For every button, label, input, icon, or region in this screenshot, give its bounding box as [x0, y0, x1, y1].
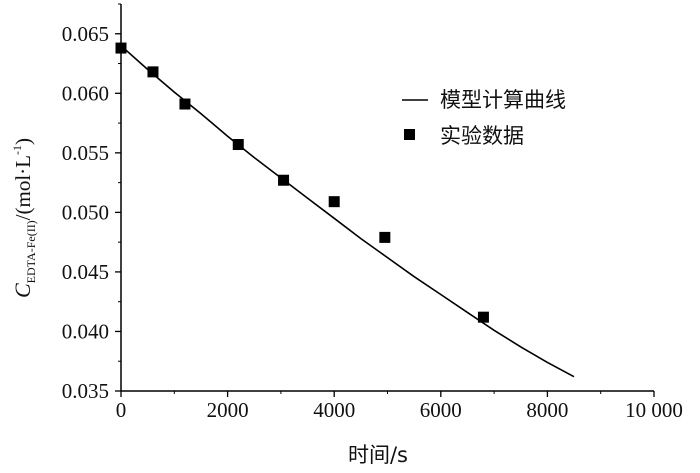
- svg-text:CEDTA-Fe(II)/(mol·L-1): CEDTA-Fe(II)/(mol·L-1): [10, 138, 38, 298]
- experimental-data-point: [379, 231, 391, 243]
- y-axis-symbol: C: [10, 283, 35, 298]
- legend: 模型计算曲线 实验数据: [402, 88, 566, 148]
- experimental-data-point: [179, 98, 191, 110]
- x-tick-label: 8000: [526, 398, 568, 422]
- y-tick-label: 0.050: [62, 200, 109, 224]
- y-tick-label: 0.040: [62, 319, 109, 343]
- x-tick-label: 4000: [313, 398, 355, 422]
- y-axis-unit: /(mol·L: [11, 155, 35, 220]
- x-tick-label: 10 000: [625, 398, 683, 422]
- y-tick-label: 0.055: [62, 141, 109, 165]
- y-axis-subscript: EDTA-Fe(II): [24, 220, 38, 283]
- model-curve-line: [120, 45, 575, 378]
- experimental-data-point: [232, 139, 244, 151]
- x-axis-title: 时间/s: [348, 443, 408, 467]
- x-tick-label: 6000: [420, 398, 462, 422]
- y-tick-label: 0.060: [62, 81, 109, 105]
- legend-marker-swatch: [404, 129, 415, 140]
- y-tick-label: 0.045: [62, 260, 109, 284]
- y-tick-label: 0.035: [62, 379, 109, 403]
- y-axis-title: CEDTA-Fe(II)/(mol·L-1): [10, 138, 38, 298]
- experimental-data-point: [477, 311, 489, 323]
- y-tick-label: 0.065: [62, 22, 109, 46]
- experimental-data-point: [278, 174, 290, 186]
- experimental-data-point: [115, 42, 127, 54]
- axes: [120, 4, 654, 392]
- legend-label-experiment: 实验数据: [440, 124, 524, 148]
- legend-label-model: 模型计算曲线: [440, 88, 566, 112]
- x-tick-label: 0: [116, 398, 127, 422]
- ticks: 0 2000 4000 6000 8000 10 000 0.035 0.040 0.045 0.…: [62, 3, 683, 422]
- experimental-data-point: [147, 66, 159, 78]
- y-axis-unit-close: ): [11, 138, 35, 145]
- x-tick-label: 2000: [207, 398, 249, 422]
- y-axis-unit-exponent: -1: [10, 145, 24, 155]
- experimental-data-point: [328, 196, 340, 208]
- plot-area: [115, 42, 575, 378]
